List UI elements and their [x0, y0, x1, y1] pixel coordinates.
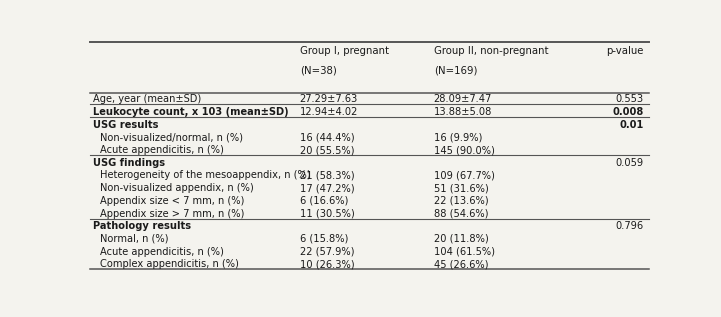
Text: USG findings: USG findings	[93, 158, 165, 168]
Text: 0.01: 0.01	[619, 120, 643, 130]
Text: Non-visualized appendix, n (%): Non-visualized appendix, n (%)	[99, 183, 253, 193]
Text: 27.29±7.63: 27.29±7.63	[300, 94, 358, 104]
Text: 145 (90.0%): 145 (90.0%)	[434, 145, 495, 155]
Text: 10 (26.3%): 10 (26.3%)	[300, 259, 354, 269]
Text: 22 (13.6%): 22 (13.6%)	[434, 196, 488, 206]
Text: 109 (67.7%): 109 (67.7%)	[434, 171, 495, 180]
Text: 45 (26.6%): 45 (26.6%)	[434, 259, 488, 269]
Text: 0.059: 0.059	[615, 158, 643, 168]
Text: 20 (55.5%): 20 (55.5%)	[300, 145, 354, 155]
Text: Group II, non-pregnant: Group II, non-pregnant	[434, 46, 549, 56]
Text: (N=38): (N=38)	[300, 66, 337, 76]
Text: 22 (57.9%): 22 (57.9%)	[300, 247, 354, 257]
Text: 51 (31.6%): 51 (31.6%)	[434, 183, 489, 193]
Text: p-value: p-value	[606, 46, 643, 56]
Text: Normal, n (%): Normal, n (%)	[99, 234, 168, 244]
Text: 12.94±4.02: 12.94±4.02	[300, 107, 358, 117]
Text: 88 (54.6%): 88 (54.6%)	[434, 209, 488, 218]
Text: 17 (47.2%): 17 (47.2%)	[300, 183, 354, 193]
Text: Non-visualized/normal, n (%): Non-visualized/normal, n (%)	[99, 133, 243, 142]
Text: Appendix size < 7 mm, n (%): Appendix size < 7 mm, n (%)	[99, 196, 244, 206]
Text: Acute appendicitis, n (%): Acute appendicitis, n (%)	[99, 247, 224, 257]
Text: 13.88±5.08: 13.88±5.08	[434, 107, 492, 117]
Text: 0.796: 0.796	[615, 221, 643, 231]
Text: 104 (61.5%): 104 (61.5%)	[434, 247, 495, 257]
Text: (N=169): (N=169)	[434, 66, 477, 76]
Text: 0.008: 0.008	[612, 107, 643, 117]
Text: Heterogeneity of the mesoappendix, n (%): Heterogeneity of the mesoappendix, n (%)	[99, 171, 310, 180]
Text: Group I, pregnant: Group I, pregnant	[300, 46, 389, 56]
Text: Appendix size > 7 mm, n (%): Appendix size > 7 mm, n (%)	[99, 209, 244, 218]
Text: 6 (15.8%): 6 (15.8%)	[300, 234, 348, 244]
Text: Leukocyte count, x 103 (mean±SD): Leukocyte count, x 103 (mean±SD)	[93, 107, 288, 117]
Text: Acute appendicitis, n (%): Acute appendicitis, n (%)	[99, 145, 224, 155]
Text: 16 (44.4%): 16 (44.4%)	[300, 133, 354, 142]
Text: 16 (9.9%): 16 (9.9%)	[434, 133, 482, 142]
Text: 28.09±7.47: 28.09±7.47	[434, 94, 492, 104]
Text: 0.553: 0.553	[615, 94, 643, 104]
Text: Pathology results: Pathology results	[93, 221, 191, 231]
Text: Age, year (mean±SD): Age, year (mean±SD)	[93, 94, 201, 104]
Text: 6 (16.6%): 6 (16.6%)	[300, 196, 348, 206]
Text: Complex appendicitis, n (%): Complex appendicitis, n (%)	[99, 259, 239, 269]
Text: 11 (30.5%): 11 (30.5%)	[300, 209, 355, 218]
Text: USG results: USG results	[93, 120, 159, 130]
Text: 21 (58.3%): 21 (58.3%)	[300, 171, 354, 180]
Text: 20 (11.8%): 20 (11.8%)	[434, 234, 489, 244]
